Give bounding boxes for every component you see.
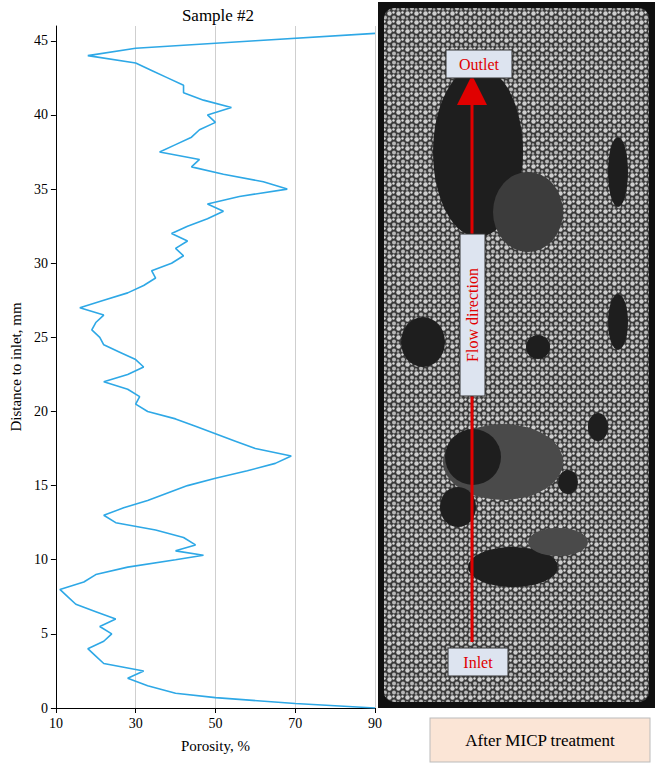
svg-text:After MICP treatment: After MICP treatment <box>465 731 615 750</box>
svg-text:Distance to inlet, mm: Distance to inlet, mm <box>8 302 24 431</box>
svg-text:30: 30 <box>129 716 143 731</box>
svg-text:5: 5 <box>41 626 48 641</box>
svg-text:10: 10 <box>34 552 48 567</box>
svg-text:Porosity, %: Porosity, % <box>181 738 250 754</box>
svg-text:90: 90 <box>368 716 382 731</box>
svg-text:30: 30 <box>34 256 48 271</box>
svg-text:Flow direction: Flow direction <box>464 268 481 362</box>
svg-text:0: 0 <box>41 701 48 716</box>
svg-text:40: 40 <box>34 107 48 122</box>
svg-text:50: 50 <box>208 716 222 731</box>
svg-text:Sample #2: Sample #2 <box>182 6 254 25</box>
svg-text:25: 25 <box>34 330 48 345</box>
svg-text:70: 70 <box>288 716 302 731</box>
svg-text:35: 35 <box>34 182 48 197</box>
svg-text:10: 10 <box>49 716 63 731</box>
svg-text:15: 15 <box>34 478 48 493</box>
svg-text:45: 45 <box>34 33 48 48</box>
svg-text:20: 20 <box>34 404 48 419</box>
svg-text:Inlet: Inlet <box>463 654 493 671</box>
svg-text:Outlet: Outlet <box>459 56 500 73</box>
